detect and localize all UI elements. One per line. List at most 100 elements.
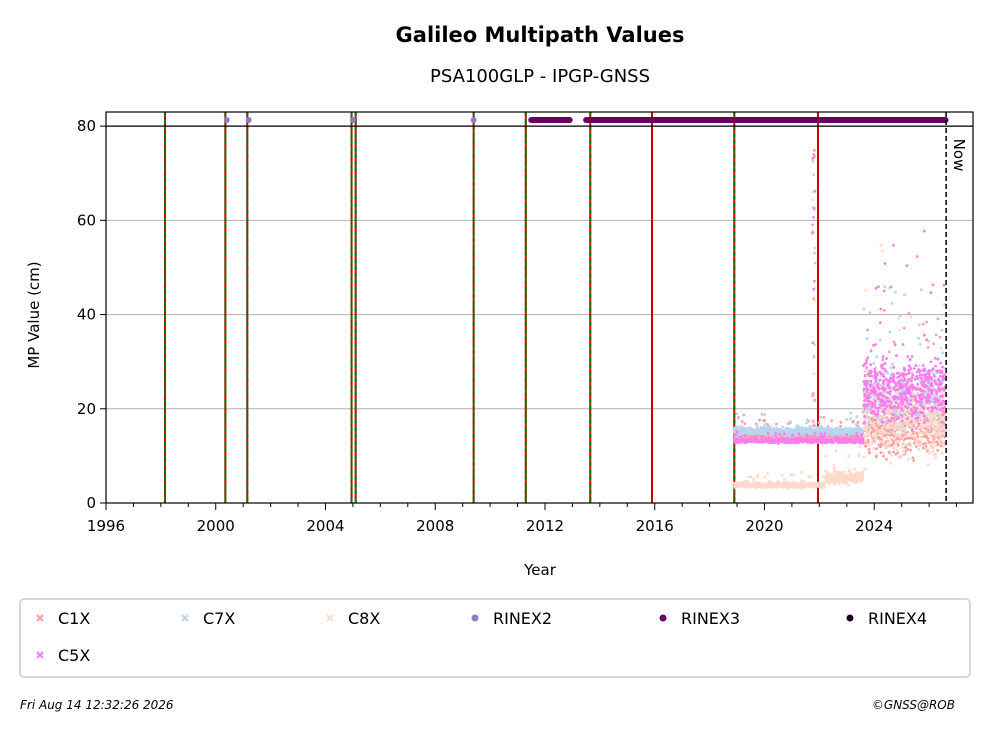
data-point — [932, 449, 935, 452]
data-point — [931, 438, 934, 442]
data-point — [770, 482, 773, 486]
data-point — [942, 442, 946, 446]
data-point — [814, 440, 818, 444]
data-point — [873, 418, 877, 422]
data-point — [760, 412, 764, 416]
data-point — [841, 470, 845, 474]
data-point — [942, 444, 946, 448]
data-point — [918, 323, 921, 327]
data-point — [810, 441, 813, 445]
data-point — [938, 415, 941, 418]
data-point — [934, 444, 937, 448]
data-point — [790, 441, 794, 444]
data-point — [936, 449, 940, 452]
data-point — [768, 428, 771, 432]
data-point — [867, 448, 871, 451]
data-point — [862, 307, 866, 311]
data-point — [883, 285, 887, 288]
data-point — [913, 430, 917, 434]
data-point — [902, 326, 906, 330]
data-point — [819, 415, 823, 419]
data-point — [756, 475, 759, 479]
data-point — [740, 420, 744, 423]
data-point — [824, 428, 828, 432]
data-point — [848, 468, 852, 472]
data-point — [894, 435, 898, 439]
data-point — [766, 423, 769, 426]
data-point — [914, 424, 918, 428]
data-point — [828, 432, 832, 436]
data-point — [920, 427, 924, 431]
data-point — [940, 431, 943, 435]
data-point — [764, 426, 767, 430]
data-point — [888, 410, 892, 413]
data-point — [931, 403, 935, 406]
data-point — [834, 476, 838, 480]
data-point — [878, 338, 882, 342]
data-point — [926, 346, 930, 349]
data-point — [848, 472, 852, 476]
data-point — [934, 420, 938, 424]
data-point — [921, 322, 925, 326]
data-point — [907, 457, 910, 461]
data-point — [906, 406, 909, 410]
data-point — [936, 423, 940, 426]
data-point — [788, 420, 792, 423]
data-point — [778, 433, 781, 436]
data-point — [742, 426, 746, 430]
data-point — [812, 481, 816, 485]
data-point — [820, 434, 824, 438]
data-point — [860, 433, 864, 436]
data-point — [780, 430, 784, 434]
data-point — [821, 430, 825, 434]
data-point — [940, 439, 943, 442]
data-point — [793, 438, 796, 442]
data-point — [889, 438, 893, 442]
data-point — [901, 434, 904, 437]
data-point — [858, 426, 861, 430]
data-point — [939, 361, 943, 365]
data-point — [878, 321, 882, 324]
data-point — [821, 485, 825, 488]
data-point — [909, 443, 913, 447]
data-point — [925, 431, 928, 435]
data-point — [902, 438, 906, 442]
data-point — [758, 418, 761, 422]
data-point — [785, 439, 789, 443]
data-point — [923, 434, 927, 438]
data-point — [863, 370, 867, 373]
data-point — [815, 425, 819, 429]
data-point — [890, 444, 893, 447]
data-point — [887, 450, 891, 454]
data-point — [921, 431, 925, 435]
data-point — [907, 312, 911, 316]
data-point — [860, 439, 864, 443]
data-point — [796, 439, 799, 443]
data-point — [792, 482, 796, 485]
data-point — [874, 286, 878, 290]
data-point — [763, 413, 767, 417]
data-point — [940, 328, 944, 332]
data-point — [917, 364, 920, 367]
data-point — [755, 483, 758, 486]
data-point — [921, 411, 925, 415]
data-point — [873, 396, 876, 399]
data-point — [929, 444, 933, 448]
data-point — [908, 357, 912, 361]
data-point — [939, 427, 943, 430]
data-point — [800, 429, 804, 432]
data-point — [881, 385, 885, 389]
data-point — [905, 421, 909, 425]
data-point — [867, 443, 871, 447]
data-point — [858, 454, 861, 458]
data-point — [888, 434, 892, 437]
data-point — [738, 433, 741, 436]
data-point — [852, 473, 855, 477]
data-point — [872, 362, 876, 365]
data-point — [917, 448, 920, 451]
data-point — [863, 435, 866, 438]
data-point — [912, 367, 916, 370]
data-point — [801, 438, 805, 442]
data-point — [933, 428, 937, 432]
data-point — [820, 438, 824, 442]
